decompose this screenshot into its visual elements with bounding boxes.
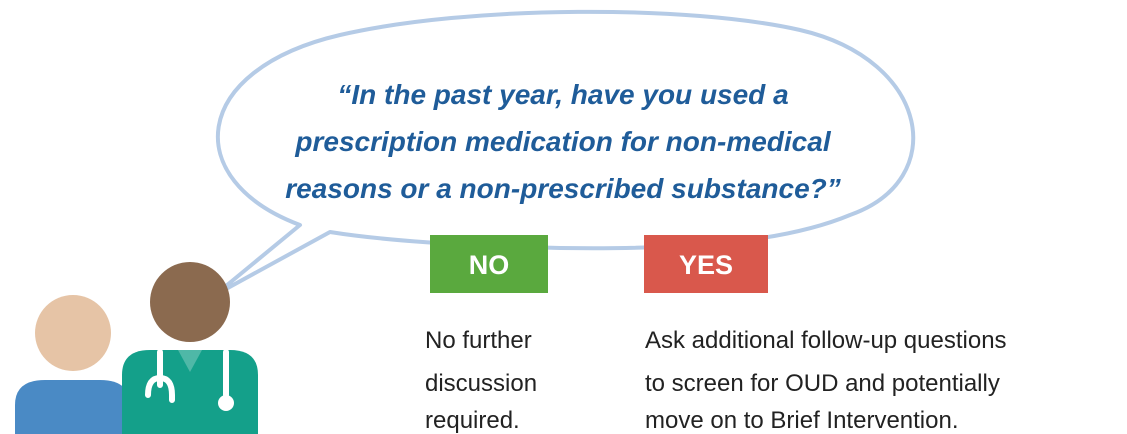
yes-label: YES bbox=[679, 250, 733, 280]
question-line: “In the past year, have you used a bbox=[337, 79, 788, 110]
yes-box bbox=[644, 235, 768, 293]
yes-description: move on to Brief Intervention. bbox=[645, 407, 959, 434]
no-description: No further bbox=[425, 327, 532, 354]
no-label: NO bbox=[469, 250, 510, 280]
no-box bbox=[430, 235, 548, 293]
question-line: reasons or a non-prescribed substance?” bbox=[285, 173, 841, 204]
no-description: required. bbox=[425, 407, 520, 434]
patient-icon bbox=[15, 295, 130, 434]
no-description: discussion bbox=[425, 370, 537, 397]
doctor-icon bbox=[122, 262, 258, 434]
question-line: prescription medication for non-medical bbox=[294, 126, 831, 157]
yes-description: to screen for OUD and potentially bbox=[645, 370, 1000, 397]
yes-description: Ask additional follow-up questions bbox=[645, 327, 1007, 354]
